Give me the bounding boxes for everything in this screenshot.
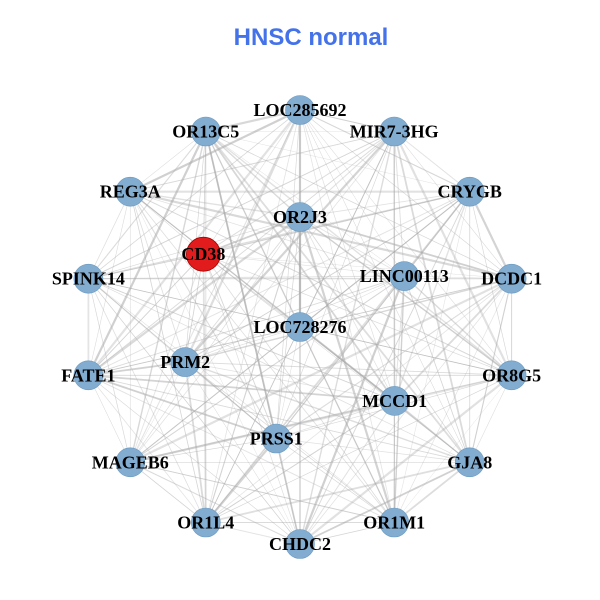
svg-text:GJA8: GJA8 <box>447 452 492 472</box>
svg-text:CD38: CD38 <box>181 244 225 264</box>
svg-text:DCDC1: DCDC1 <box>481 269 542 289</box>
svg-text:PRM2: PRM2 <box>160 352 210 372</box>
svg-text:REG3A: REG3A <box>100 182 161 202</box>
svg-text:CHDC2: CHDC2 <box>269 534 331 554</box>
svg-text:OR13C5: OR13C5 <box>172 122 239 142</box>
svg-text:MAGEB6: MAGEB6 <box>92 452 169 472</box>
svg-text:PRSS1: PRSS1 <box>250 429 303 449</box>
svg-text:LOC728276: LOC728276 <box>253 317 346 337</box>
svg-text:OR1M1: OR1M1 <box>363 513 425 533</box>
svg-text:LINC00113: LINC00113 <box>360 266 449 286</box>
svg-text:OR2J3: OR2J3 <box>273 207 327 227</box>
svg-text:SPINK14: SPINK14 <box>52 269 125 289</box>
svg-text:CRYGB: CRYGB <box>438 182 502 202</box>
svg-text:OR8G5: OR8G5 <box>482 365 541 385</box>
svg-text:OR1L4: OR1L4 <box>177 513 234 533</box>
svg-text:MIR7-3HG: MIR7-3HG <box>350 122 439 142</box>
svg-text:FATE1: FATE1 <box>61 365 115 385</box>
svg-text:LOC285692: LOC285692 <box>253 100 346 120</box>
svg-text:MCCD1: MCCD1 <box>362 391 427 411</box>
